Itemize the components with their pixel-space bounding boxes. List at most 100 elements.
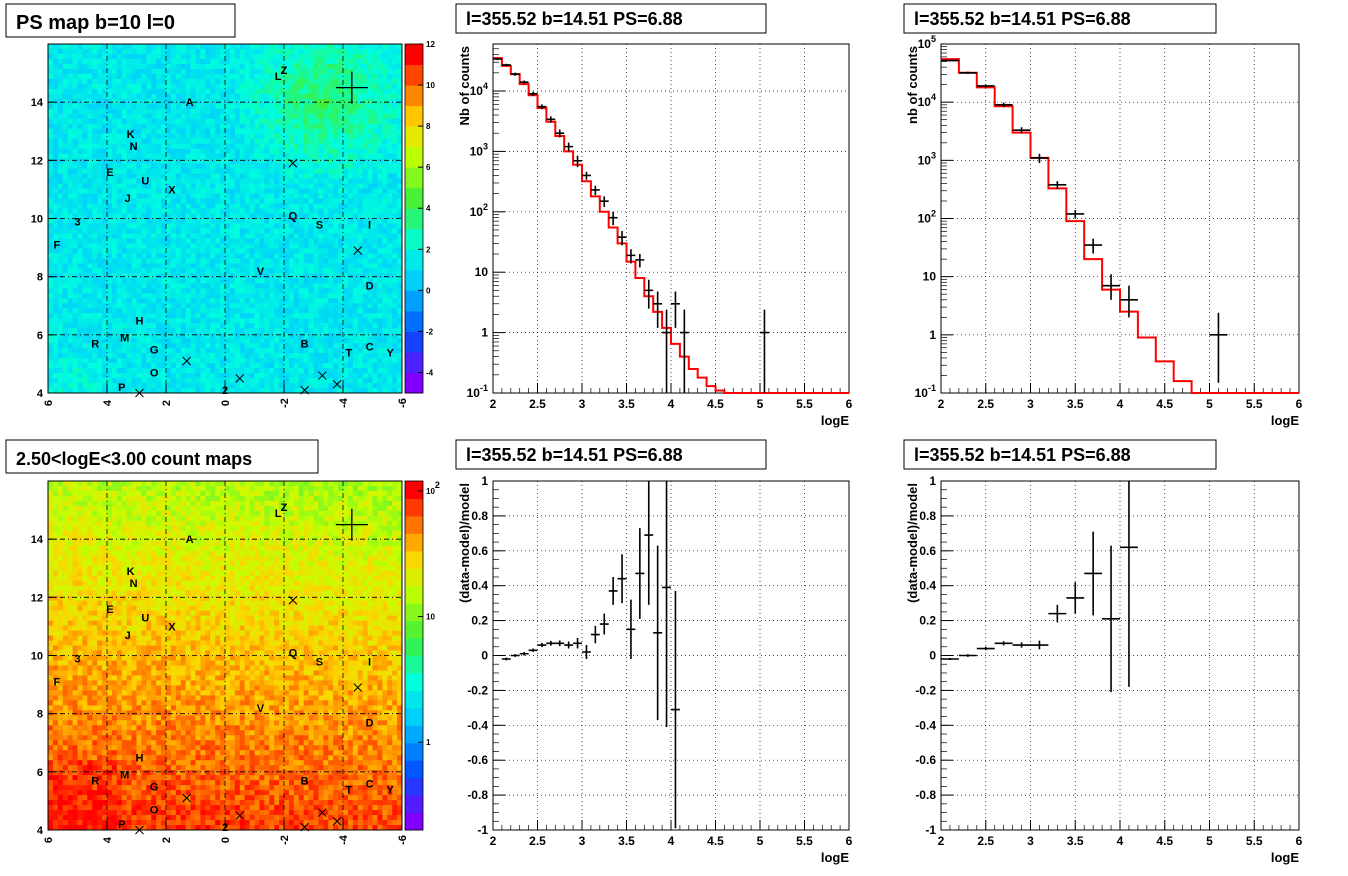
heatmap-cell <box>284 348 290 354</box>
heatmap-cell <box>67 48 73 55</box>
heatmap-cell <box>57 223 64 229</box>
heatmap-cell <box>126 128 132 135</box>
heatmap-cell <box>225 343 231 349</box>
heatmap-cell <box>141 183 147 189</box>
heatmap-cell <box>357 78 364 85</box>
heatmap-cell <box>116 298 123 304</box>
heatmap-cell <box>377 268 383 274</box>
heatmap-cell <box>284 358 290 364</box>
heatmap-cell <box>102 333 108 339</box>
heatmap-cell <box>180 308 187 314</box>
heatmap-cell <box>264 63 270 70</box>
heatmap-cell <box>146 78 152 85</box>
heatmap-cell <box>382 173 388 180</box>
heatmap-cell <box>131 83 137 90</box>
heatmap-cell <box>303 273 309 279</box>
heatmap-cell <box>190 78 196 85</box>
heatmap-cell <box>264 158 270 165</box>
heatmap-cell <box>121 158 128 165</box>
heatmap-cell <box>352 298 359 304</box>
heatmap-cell <box>205 223 211 229</box>
heatmap-cell <box>244 148 250 155</box>
heatmap-cell <box>97 253 103 259</box>
heatmap-cell <box>313 353 319 359</box>
heatmap-cell <box>62 98 69 105</box>
heatmap-cell <box>372 213 378 219</box>
heatmap-cell <box>111 308 118 314</box>
heatmap-cell <box>229 213 236 219</box>
heatmap-cell <box>121 113 128 120</box>
heatmap-cell <box>387 128 393 135</box>
heatmap-cell <box>382 53 388 60</box>
heatmap-cell <box>288 298 295 304</box>
heatmap-cell <box>107 58 113 65</box>
heatmap-cell <box>249 228 255 234</box>
heatmap-cell <box>121 258 128 264</box>
heatmap-cell <box>303 293 309 299</box>
heatmap-cell <box>229 383 236 389</box>
heatmap-cell <box>313 343 319 349</box>
heatmap-cell <box>352 333 359 339</box>
heatmap-cell <box>372 298 378 304</box>
heatmap-cell <box>146 63 152 70</box>
heatmap-cell <box>126 138 132 145</box>
heatmap-cell <box>234 213 241 219</box>
heatmap-cell <box>229 108 236 115</box>
heatmap-cell <box>131 218 137 224</box>
heatmap-cell <box>126 283 132 289</box>
heatmap-cell <box>323 293 329 299</box>
heatmap-cell <box>156 278 162 284</box>
heatmap-cell <box>234 188 241 194</box>
heatmap-cell <box>102 283 108 289</box>
heatmap-cell <box>170 68 177 75</box>
heatmap-cell <box>82 333 88 339</box>
heatmap-cell <box>151 138 157 145</box>
heatmap-cell <box>67 168 73 175</box>
heatmap-cell <box>303 233 309 239</box>
heatmap-cell <box>215 348 221 354</box>
heatmap-cell <box>284 53 290 60</box>
heatmap-cell <box>82 148 88 155</box>
heatmap-cell <box>215 123 221 130</box>
heatmap-cell <box>284 48 290 55</box>
heatmap-cell <box>259 188 265 194</box>
heatmap-cell <box>48 133 54 140</box>
heatmap-cell <box>195 313 201 319</box>
heatmap-cell <box>175 368 182 374</box>
heatmap-cell <box>195 303 201 309</box>
heatmap-cell <box>293 208 300 214</box>
heatmap-cell <box>161 128 167 135</box>
heatmap-cell <box>151 113 157 120</box>
heatmap-cell <box>288 273 295 279</box>
heatmap-cell <box>249 268 255 274</box>
heatmap-cell <box>303 368 309 374</box>
heatmap-cell <box>387 333 393 339</box>
heatmap-cell <box>244 273 250 279</box>
heatmap-cell <box>161 188 167 194</box>
heatmap-cell <box>190 238 196 244</box>
heatmap-cell <box>166 208 172 214</box>
heatmap-cell <box>57 178 64 184</box>
heatmap-cell <box>161 183 167 189</box>
heatmap-cell <box>200 328 206 334</box>
heatmap-cell <box>303 193 309 199</box>
heatmap-cell <box>116 378 123 384</box>
heatmap-cell <box>313 138 319 145</box>
heatmap-cell <box>170 113 177 120</box>
heatmap-cell <box>264 278 270 284</box>
heatmap-cell <box>338 153 344 160</box>
heatmap-cell <box>190 278 196 284</box>
heatmap-cell <box>205 328 211 334</box>
heatmap-cell <box>220 378 226 384</box>
heatmap-cell <box>200 283 206 289</box>
heatmap-cell <box>210 88 216 95</box>
heatmap-cell <box>215 288 221 294</box>
heatmap-cell <box>205 323 211 329</box>
heatmap-cell <box>288 68 295 75</box>
heatmap-cell <box>185 108 191 115</box>
heatmap-cell <box>92 118 98 125</box>
heatmap-cell <box>170 328 177 334</box>
heatmap-cell <box>190 163 196 170</box>
heatmap-cell <box>107 193 113 199</box>
heatmap-cell <box>352 188 359 194</box>
